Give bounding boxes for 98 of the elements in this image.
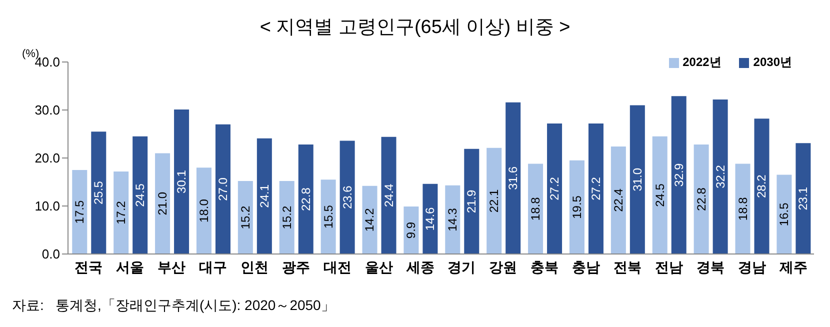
data-label: 28.2 [754,174,769,198]
data-label: 24.5 [652,183,667,207]
bar [735,164,750,254]
x-tick-label: 경북 [696,258,724,275]
bar [652,136,668,254]
x-tick-label: 전북 [614,258,642,275]
data-label: 18.8 [736,196,750,221]
x-tick-label: 서울 [116,258,144,275]
data-label: 17.5 [72,200,87,224]
bar [671,96,686,254]
x-tick-label: 경남 [738,258,766,275]
text: 자료: 통계청,「장래인구추계(시도): 2020～2050」 [12,297,335,315]
x-tick-label: 전국 [74,258,103,275]
bar [215,124,230,254]
data-label: 15.2 [238,206,252,230]
x-tick-label: 광주 [282,258,310,275]
data-label: 27.0 [216,177,230,201]
data-label: 23.1 [796,186,810,210]
data-label: 22.8 [298,187,313,211]
data-label: 32.2 [713,164,728,188]
data-label: 19.5 [570,195,584,219]
data-label: 14.6 [423,206,438,231]
bar [196,168,212,254]
x-tick-label: 강원 [489,258,518,275]
data-label: 9.9 [404,222,418,239]
x-tick-label: 인천 [240,258,268,275]
data-label: 15.2 [280,206,294,230]
x-tick-label: 충북 [530,258,559,275]
bar [776,174,792,254]
x-tick-label: 부산 [158,258,186,275]
data-label: 18.0 [196,198,211,222]
bar [506,102,521,254]
x-tick-label: 충남 [572,258,600,275]
bar [610,146,626,254]
bar [464,148,480,254]
x-tick-label: 전남 [654,258,683,275]
bar [381,136,396,254]
y-tick-label: 0.0 [42,246,60,262]
bar [712,99,728,254]
x-tick-label: 제주 [778,258,808,275]
bar [588,123,604,254]
chart-title: < 지역별 고령인구(65세 이상) 비중 > [258,16,572,40]
bar [796,143,811,254]
data-label: 27.2 [548,176,562,200]
bar [238,181,253,254]
data-label: 31.0 [630,168,644,192]
bar [362,186,378,254]
data-label: 24.1 [257,184,272,208]
data-label: 25.5 [92,180,106,204]
data-label: 15.5 [321,204,336,228]
bar [754,118,770,254]
bar [694,144,709,254]
x-tick-label: 세종 [405,258,434,275]
x-tick-label: 울산 [364,258,393,275]
y-tick-label: 20.0 [34,150,60,166]
bar [569,160,584,254]
bar [298,144,314,254]
data-label: 31.6 [506,166,520,190]
x-tick-label: 대전 [323,258,352,275]
bar [132,136,148,254]
data-label: 24.5 [133,183,148,207]
bar [174,110,190,254]
bar [422,184,438,254]
bar [114,171,129,254]
y-axis-title: (%) [22,48,40,60]
data-label: 14.2 [362,208,377,232]
data-label: 30.1 [174,170,189,194]
bar [340,140,355,254]
y-tick-label: 10.0 [34,198,60,214]
data-label: 23.6 [340,185,354,210]
data-label: 22.8 [694,187,708,211]
legend-label: 2022년 [682,54,722,71]
data-label: 22.4 [611,188,626,212]
bar [528,164,544,254]
x-tick-label: 대구 [199,258,228,275]
bar [91,132,106,254]
y-tick-label: 30.0 [34,102,60,118]
legend-label: 2030년 [753,54,792,71]
bar [256,138,272,254]
data-label: 22.1 [487,188,502,213]
bar [155,153,170,254]
data-label: 21.0 [156,192,170,216]
data-label: 24.4 [382,183,396,208]
data-label: 17.2 [114,200,128,224]
data-label: 16.5 [777,202,792,226]
bar [547,123,562,254]
bar [630,105,645,254]
x-tick-label: 경기 [448,258,476,275]
data-label: 18.8 [528,196,543,221]
data-label: 14.3 [446,208,460,232]
bar [445,185,460,254]
bar [279,181,294,254]
bar [320,180,336,254]
bar [486,148,502,254]
data-label: 32.9 [672,163,686,187]
data-label: 21.9 [464,189,479,214]
data-label: 27.2 [588,176,603,200]
bar [72,170,88,254]
